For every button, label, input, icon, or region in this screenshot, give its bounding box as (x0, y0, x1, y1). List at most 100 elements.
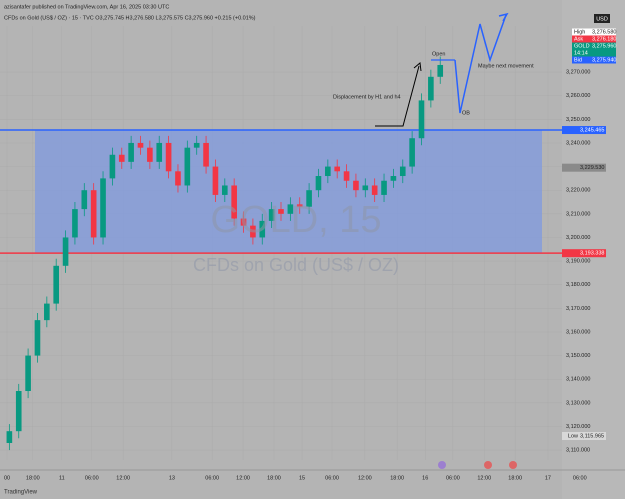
annotation: Displacement by H1 and h4 (333, 94, 401, 100)
candle-body (184, 147, 191, 186)
candle-body (371, 185, 378, 195)
candle-body (81, 190, 88, 210)
candle-body (362, 185, 369, 191)
watermark-sub: CFDs on Gold (US$ / OZ) (193, 255, 399, 275)
level-label: 3,115.965 (580, 433, 604, 439)
candle-body (100, 178, 106, 238)
zone (35, 130, 542, 254)
level-box (562, 126, 606, 135)
event-icon (509, 461, 517, 469)
level-name: Low (568, 433, 578, 439)
x-tick-label: 12:00 (477, 475, 491, 481)
currency-box (594, 14, 610, 23)
level-label: 3,193.338 (580, 251, 604, 257)
candle-body (221, 185, 228, 195)
candle-body (118, 154, 125, 162)
candle-body (128, 142, 134, 162)
x-tick-label: 18:00 (508, 475, 522, 481)
candle-body (212, 166, 219, 195)
candle-body (34, 320, 41, 356)
candle-body (381, 180, 387, 195)
candle-body (250, 225, 256, 238)
x-tick-label: 12:00 (116, 475, 130, 481)
quote-name: Ask (574, 36, 583, 42)
candle-body (231, 185, 237, 219)
level-label: 3,229.530 (580, 165, 604, 171)
candle-body (268, 209, 275, 221)
x-tick-label: 17 (545, 475, 551, 481)
arrow-head (413, 62, 422, 72)
candle-body (399, 166, 406, 177)
quote-label: 3,276.580 (592, 29, 616, 35)
level-label: 3,245.465 (580, 127, 604, 133)
candle-body (203, 142, 209, 167)
currency: USD (596, 16, 608, 22)
quote-name: High (574, 29, 585, 35)
y-tick-label: 3,190.000 (566, 259, 590, 265)
candle-body (165, 142, 172, 172)
quote-label: 3,275.940 (592, 57, 616, 63)
annotation: OB (462, 110, 470, 116)
candle-body (418, 100, 425, 139)
candle-body (325, 166, 331, 177)
candle-body (240, 218, 247, 226)
y-tick-label: 3,150.000 (566, 353, 590, 359)
quote-label: 3,276.180 (592, 36, 616, 42)
arrow-displacement (375, 65, 420, 127)
event-icon (484, 461, 492, 469)
candle-body (287, 204, 294, 214)
y-tick-label: 3,250.000 (566, 117, 590, 123)
header: azisantafer published on TradingView.com… (4, 4, 169, 10)
y-tick-label: 3,260.000 (566, 93, 590, 99)
annotation: Maybe next movement (478, 63, 534, 69)
quote-box (572, 42, 616, 50)
candle-body (259, 220, 266, 238)
x-tick-label: 16 (422, 475, 428, 481)
candle-body (175, 171, 181, 186)
candle-body (62, 237, 69, 266)
y-tick-label: 3,140.000 (566, 377, 590, 383)
candle-body (15, 391, 22, 432)
candle-body (72, 209, 78, 238)
x-tick-label: 13 (169, 475, 175, 481)
quote-box (572, 49, 616, 57)
x-tick-label: 18:00 (26, 475, 40, 481)
watermark: GOLD, 15 (210, 199, 381, 241)
y-tick-label: 3,270.000 (566, 70, 590, 76)
candle-body (334, 166, 341, 172)
candle-body (437, 64, 444, 77)
projection-arrow (498, 12, 509, 22)
x-tick-label: 18:00 (267, 475, 281, 481)
y-tick-label: 3,170.000 (566, 306, 590, 312)
candle-body (428, 76, 434, 101)
quote-label: 3,275.960 (592, 43, 616, 49)
candle-body (6, 431, 13, 443)
y-tick-label: 3,210.000 (566, 211, 590, 217)
y-tick-label: 3,120.000 (566, 424, 590, 430)
candle-body (147, 147, 153, 162)
y-tick-label: 3,180.000 (566, 282, 590, 288)
quote-box (572, 35, 616, 43)
candle-body (315, 176, 322, 191)
y-tick-label: 3,220.000 (566, 188, 590, 194)
y-tick-label: 3,200.000 (566, 235, 590, 241)
x-tick-label: 00 (4, 475, 10, 481)
quote-name: 14:14 (574, 50, 588, 56)
x-tick-label: 12:00 (358, 475, 372, 481)
candle-body (25, 355, 31, 392)
x-tick-label: 15 (299, 475, 305, 481)
footer: TradingView (4, 490, 38, 496)
quote-name: GOLD (574, 43, 590, 49)
x-tick-label: 18:00 (390, 475, 404, 481)
annotation: Open (432, 51, 445, 57)
plot (0, 26, 562, 460)
candle-body (193, 142, 200, 148)
x-tick-label: 06:00 (573, 475, 587, 481)
y-tick-label: 3,110.000 (566, 448, 590, 454)
projection-path (454, 14, 507, 114)
candle-body (353, 180, 359, 191)
candle-body (109, 154, 116, 179)
candle-body (296, 204, 303, 207)
